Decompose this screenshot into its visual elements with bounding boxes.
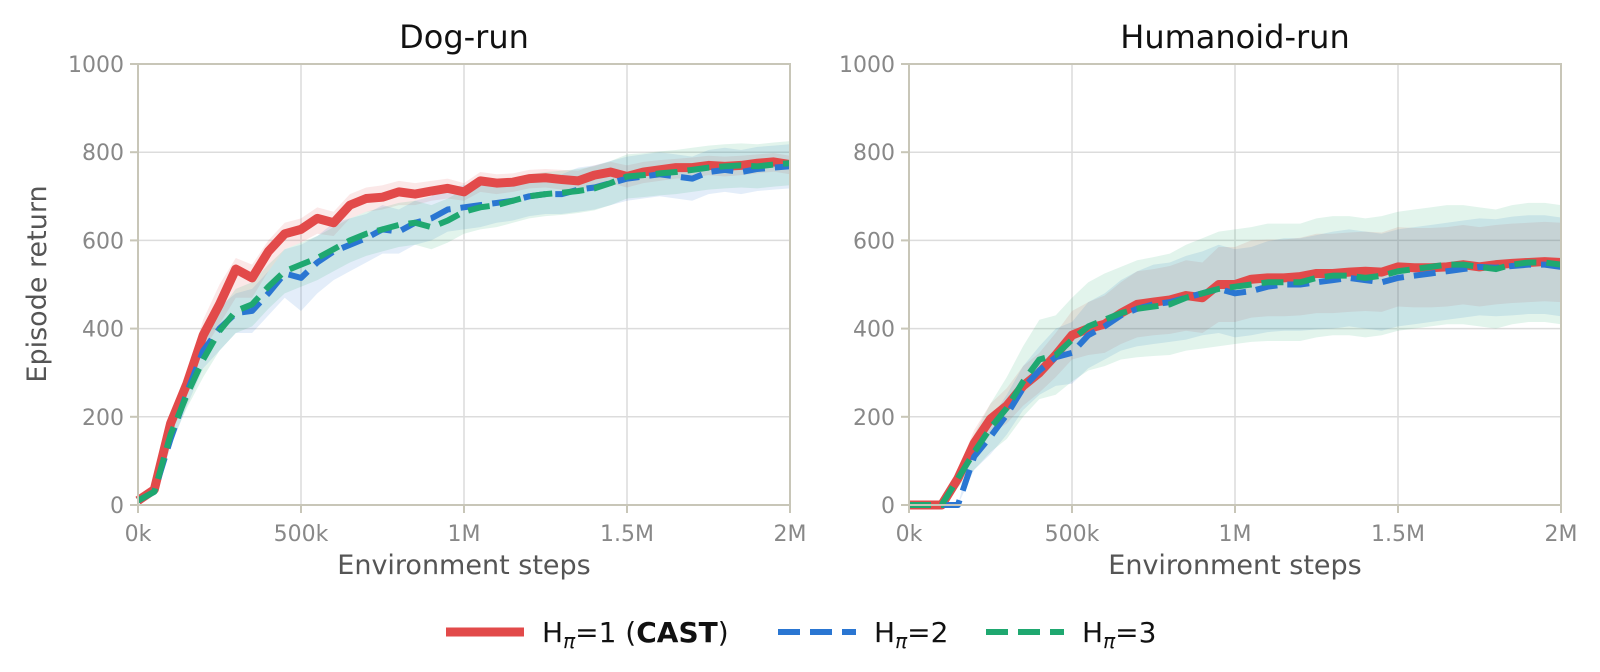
series-line <box>136 160 791 504</box>
y-tick-label: 800 <box>853 141 895 166</box>
y-tick-label: 200 <box>853 406 895 431</box>
y-tick-label: 1000 <box>68 53 124 78</box>
confidence-band <box>138 153 790 503</box>
x-tick-label: 1.5M <box>600 522 654 547</box>
y-tick-label: 400 <box>82 318 124 343</box>
x-tick-label: 1M <box>448 522 481 547</box>
series-line <box>136 163 791 504</box>
x-tick-label: 1.5M <box>1371 522 1425 547</box>
x-axis-label: Environment steps <box>1108 550 1361 581</box>
y-tick-label: 800 <box>82 141 124 166</box>
confidence-band <box>909 215 1561 505</box>
y-tick-label: 400 <box>853 318 895 343</box>
y-tick-label: 0 <box>881 494 895 519</box>
legend-label: Hπ=1 (CAST) <box>542 616 729 653</box>
series-line <box>909 261 1562 508</box>
series-line <box>135 157 791 505</box>
legend-label: Hπ=2 <box>874 616 948 653</box>
chart-panel-humanoid-run: Humanoid-run Environment steps 0 200 400 60… <box>839 18 1577 581</box>
series-line <box>909 259 1562 508</box>
x-tick-label: 500k <box>274 522 329 547</box>
x-tick-label: 0k <box>896 522 923 547</box>
y-tick-label: 1000 <box>839 53 895 78</box>
chart-title: Humanoid-run <box>1120 18 1349 56</box>
x-tick-label: 2M <box>1545 522 1578 547</box>
y-tick-label: 600 <box>82 229 124 254</box>
x-tick-label: 0k <box>125 522 152 547</box>
confidence-band <box>138 141 790 503</box>
legend: Hπ=1 (CAST) Hπ=2 Hπ=3 <box>446 616 1156 653</box>
y-tick-label: 0 <box>110 494 124 519</box>
y-tick-label: 600 <box>853 229 895 254</box>
x-tick-label: 1M <box>1219 522 1252 547</box>
y-axis-label: Episode return <box>22 185 53 382</box>
confidence-band <box>909 221 1561 506</box>
y-tick-label: 200 <box>82 406 124 431</box>
legend-label: Hπ=3 <box>1082 616 1156 653</box>
chart-title: Dog-run <box>399 18 529 56</box>
x-axis-label: Environment steps <box>337 550 590 581</box>
confidence-band <box>138 144 790 503</box>
x-tick-label: 2M <box>774 522 807 547</box>
x-tick-label: 500k <box>1045 522 1100 547</box>
chart-panel-dog-run: Dog-run Episode return Environment steps… <box>22 18 806 581</box>
